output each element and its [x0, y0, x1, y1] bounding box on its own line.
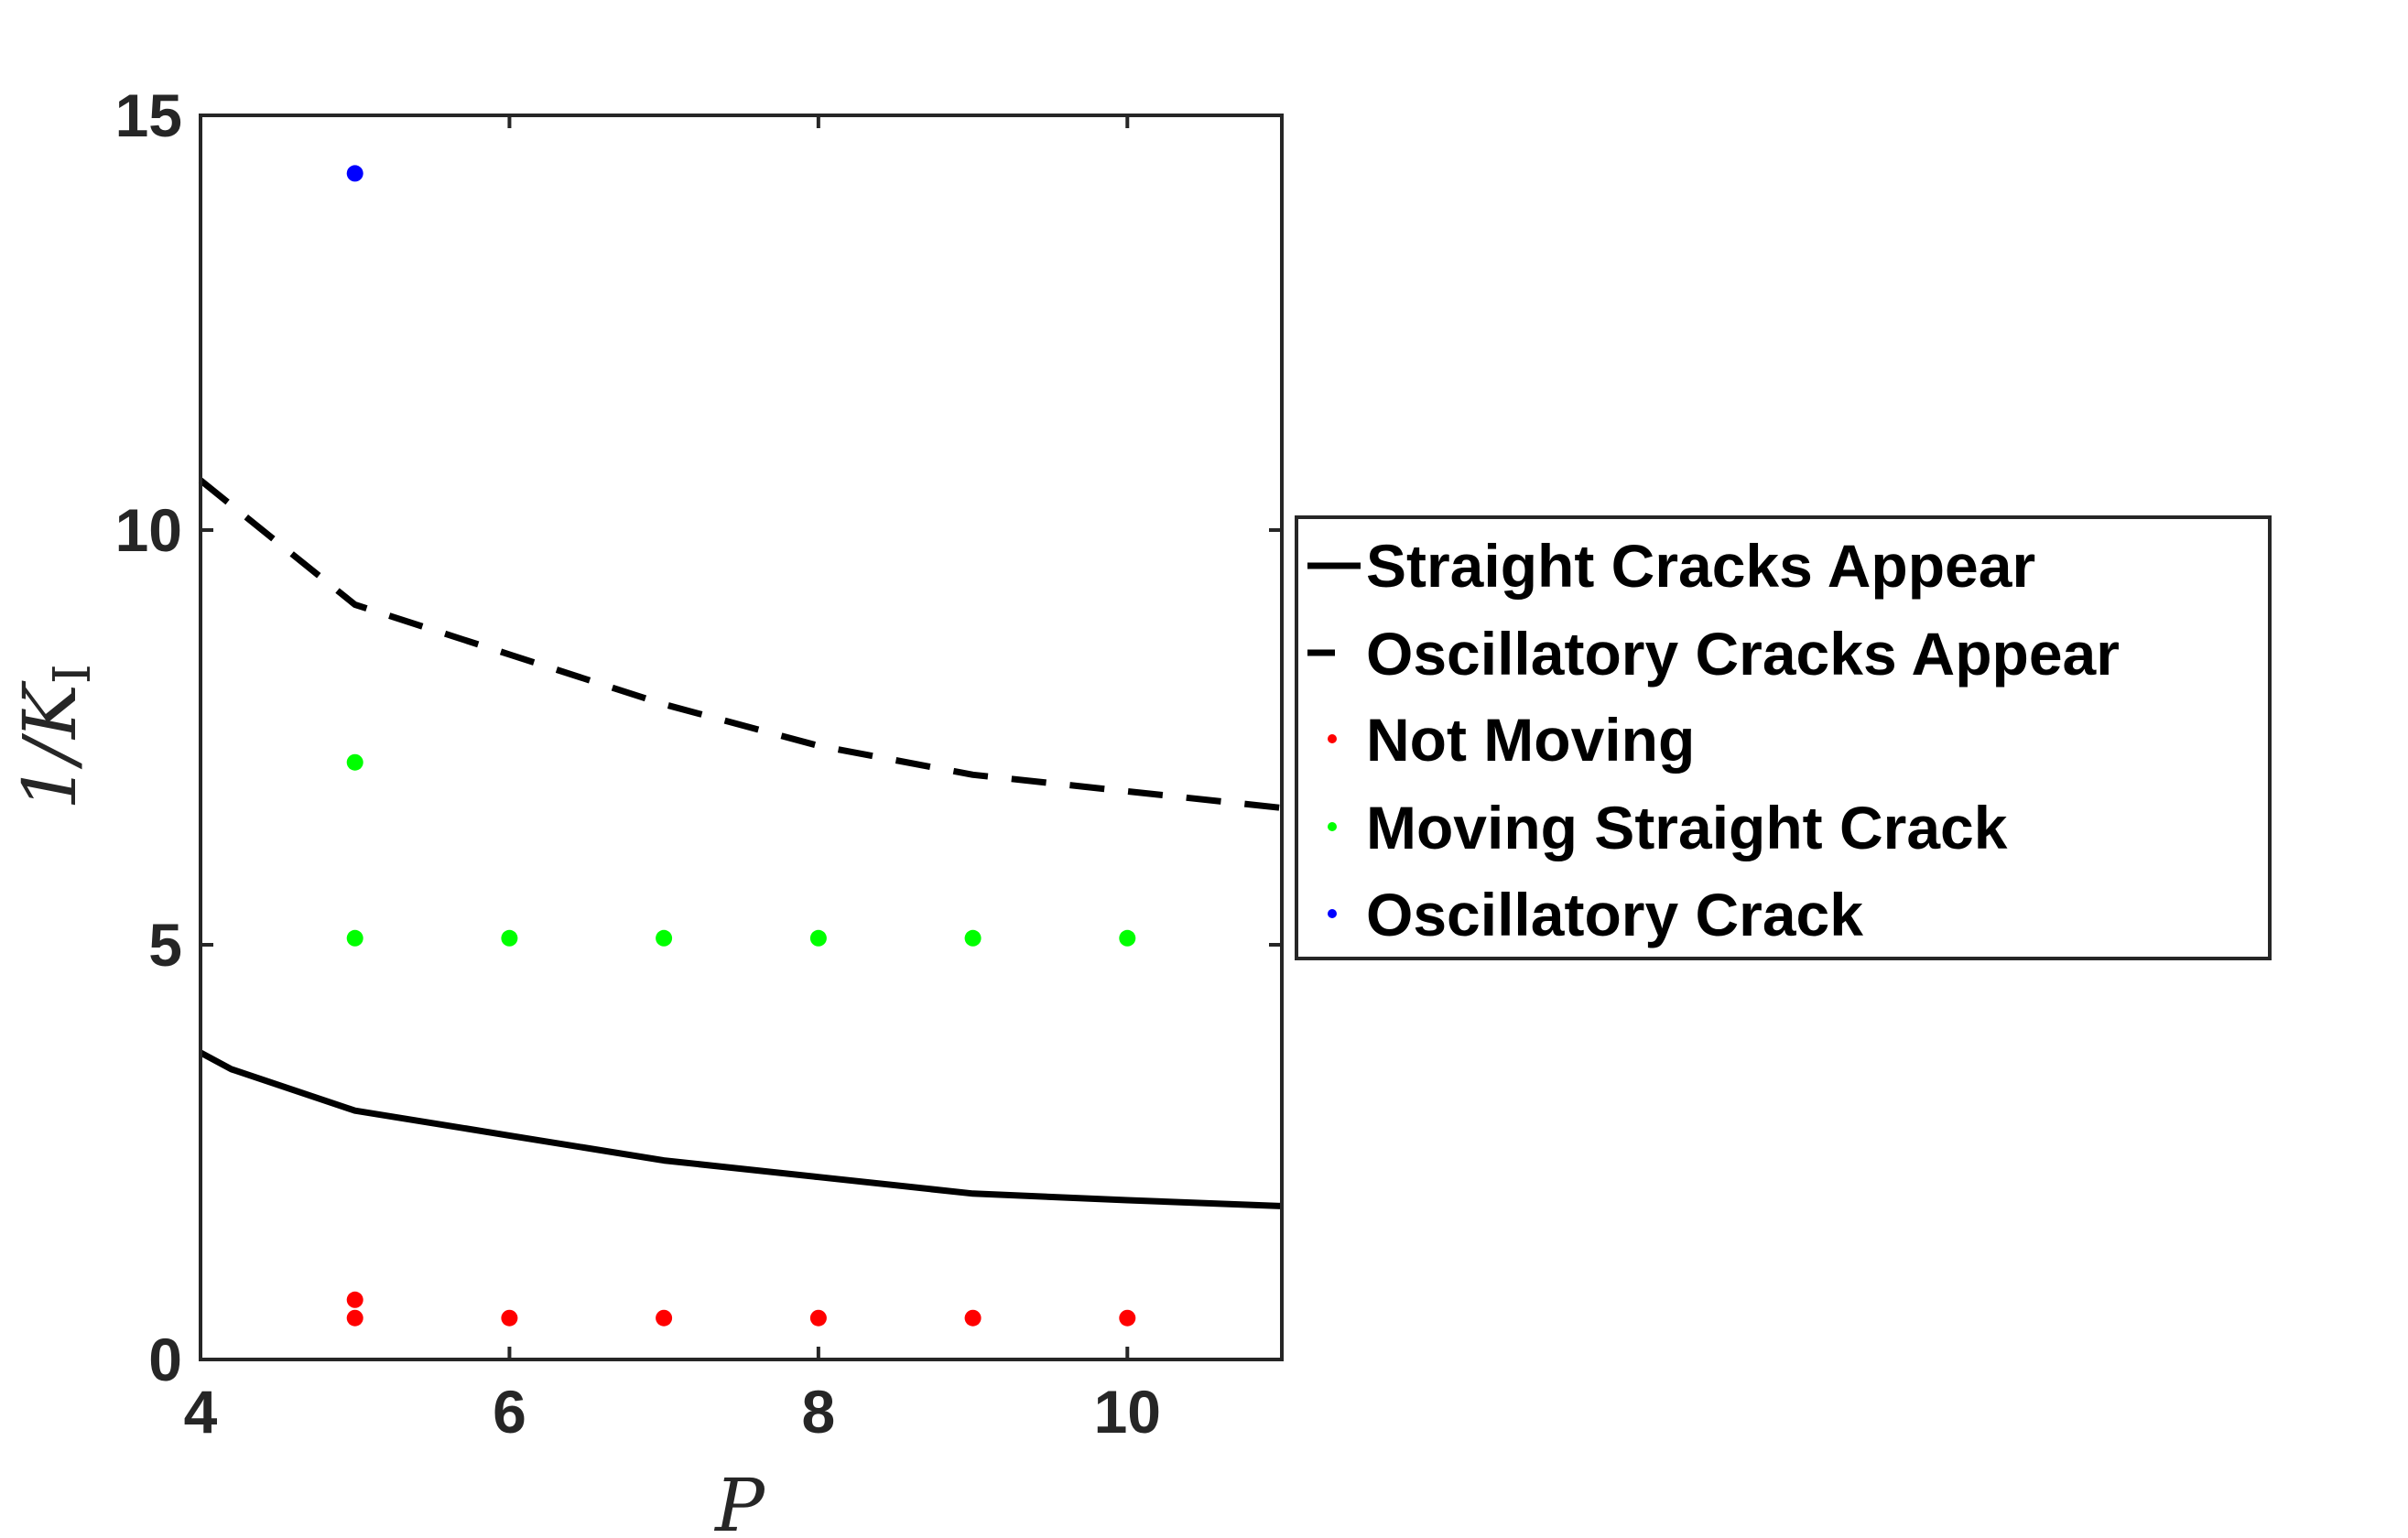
scatter-point-1-3	[656, 929, 673, 947]
scatter-point-2-0	[346, 165, 363, 182]
legend-marker-oscillatory-crack	[1328, 909, 1337, 918]
axis-tick-labels: 4 6 8 10 0 5 10 15	[115, 81, 1161, 1446]
y-tick-label-2: 10	[115, 496, 182, 564]
y-axis-title-sub: I	[43, 664, 103, 684]
scatter-point-0-4	[809, 1309, 827, 1327]
legend: Straight Cracks Appear Oscillatory Crack…	[1295, 515, 2272, 960]
scatter-point-1-0	[346, 753, 363, 771]
scatter-point-0-2	[501, 1309, 518, 1327]
legend-label-oscillatory-cracks-appear: Oscillatory Cracks Appear	[1366, 620, 2120, 688]
series-line-0	[199, 1049, 1283, 1209]
scatter-point-1-5	[964, 929, 982, 947]
legend-label-oscillatory-crack: Oscillatory Crack	[1366, 881, 1863, 948]
x-tick-label-3: 10	[1094, 1378, 1161, 1446]
scatter-point-1-2	[501, 929, 518, 947]
plot-frame	[199, 114, 1284, 1361]
x-tick-label-0: 4	[184, 1378, 218, 1446]
x-tick-label-1: 6	[493, 1378, 526, 1446]
scatter-point-1-1	[346, 929, 363, 947]
scatter-point-0-5	[964, 1309, 982, 1327]
y-tick-label-1: 5	[148, 911, 182, 979]
y-tick-label-0: 0	[148, 1326, 182, 1393]
legend-label-moving-straight-crack: Moving Straight Crack	[1366, 794, 2008, 861]
legend-marker-moving-straight-crack	[1328, 822, 1337, 831]
scatter-point-0-0	[346, 1291, 363, 1308]
y-tick-label-3: 15	[115, 81, 182, 149]
y-axis-title: 1/KI	[7, 664, 103, 810]
x-tick-label-2: 8	[801, 1378, 835, 1446]
axis-ticks	[199, 114, 1282, 1361]
y-axis-title-main: 1/K	[7, 680, 92, 810]
scatter-point-1-6	[1119, 929, 1136, 947]
legend-label-straight-cracks-appear: Straight Cracks Appear	[1366, 532, 2035, 600]
scatter-point-0-3	[656, 1309, 673, 1327]
scatter-point-0-1	[346, 1309, 363, 1327]
legend-marker-not-moving	[1328, 734, 1337, 743]
legend-label-not-moving: Not Moving	[1366, 706, 1695, 774]
series-line-1	[198, 477, 1283, 811]
scatter-point-0-6	[1119, 1309, 1136, 1327]
x-axis-title: P	[713, 1463, 765, 1538]
plot-area	[198, 165, 1283, 1327]
scatter-point-1-4	[809, 929, 827, 947]
legend-box	[1295, 515, 2272, 960]
